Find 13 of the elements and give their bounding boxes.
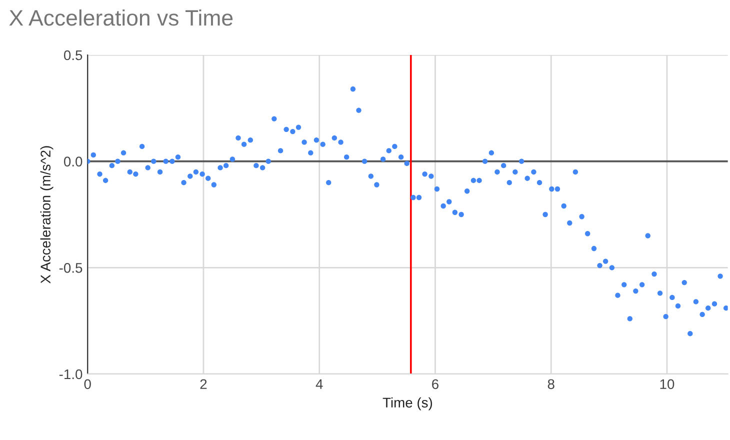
x-tick-label: 4	[316, 379, 323, 389]
y-tick-label: 0.5	[64, 50, 82, 60]
x-tick-label: 8	[548, 379, 554, 390]
x-tick-label: 6	[432, 379, 438, 390]
x-tick-label: 0	[84, 379, 91, 390]
x-tick-label: 2	[200, 379, 207, 389]
y-tick-label: -1.0	[59, 369, 82, 380]
chart-title: X Acceleration vs Time	[9, 9, 233, 26]
y-tick-label: -0.5	[59, 263, 82, 273]
x-axis-title: Time (s)	[382, 397, 432, 410]
x-tick-label: 10	[660, 379, 674, 390]
y-tick-label: 0.0	[64, 156, 82, 167]
y-axis-title: X Acceleration (m/s^2)	[40, 146, 54, 284]
